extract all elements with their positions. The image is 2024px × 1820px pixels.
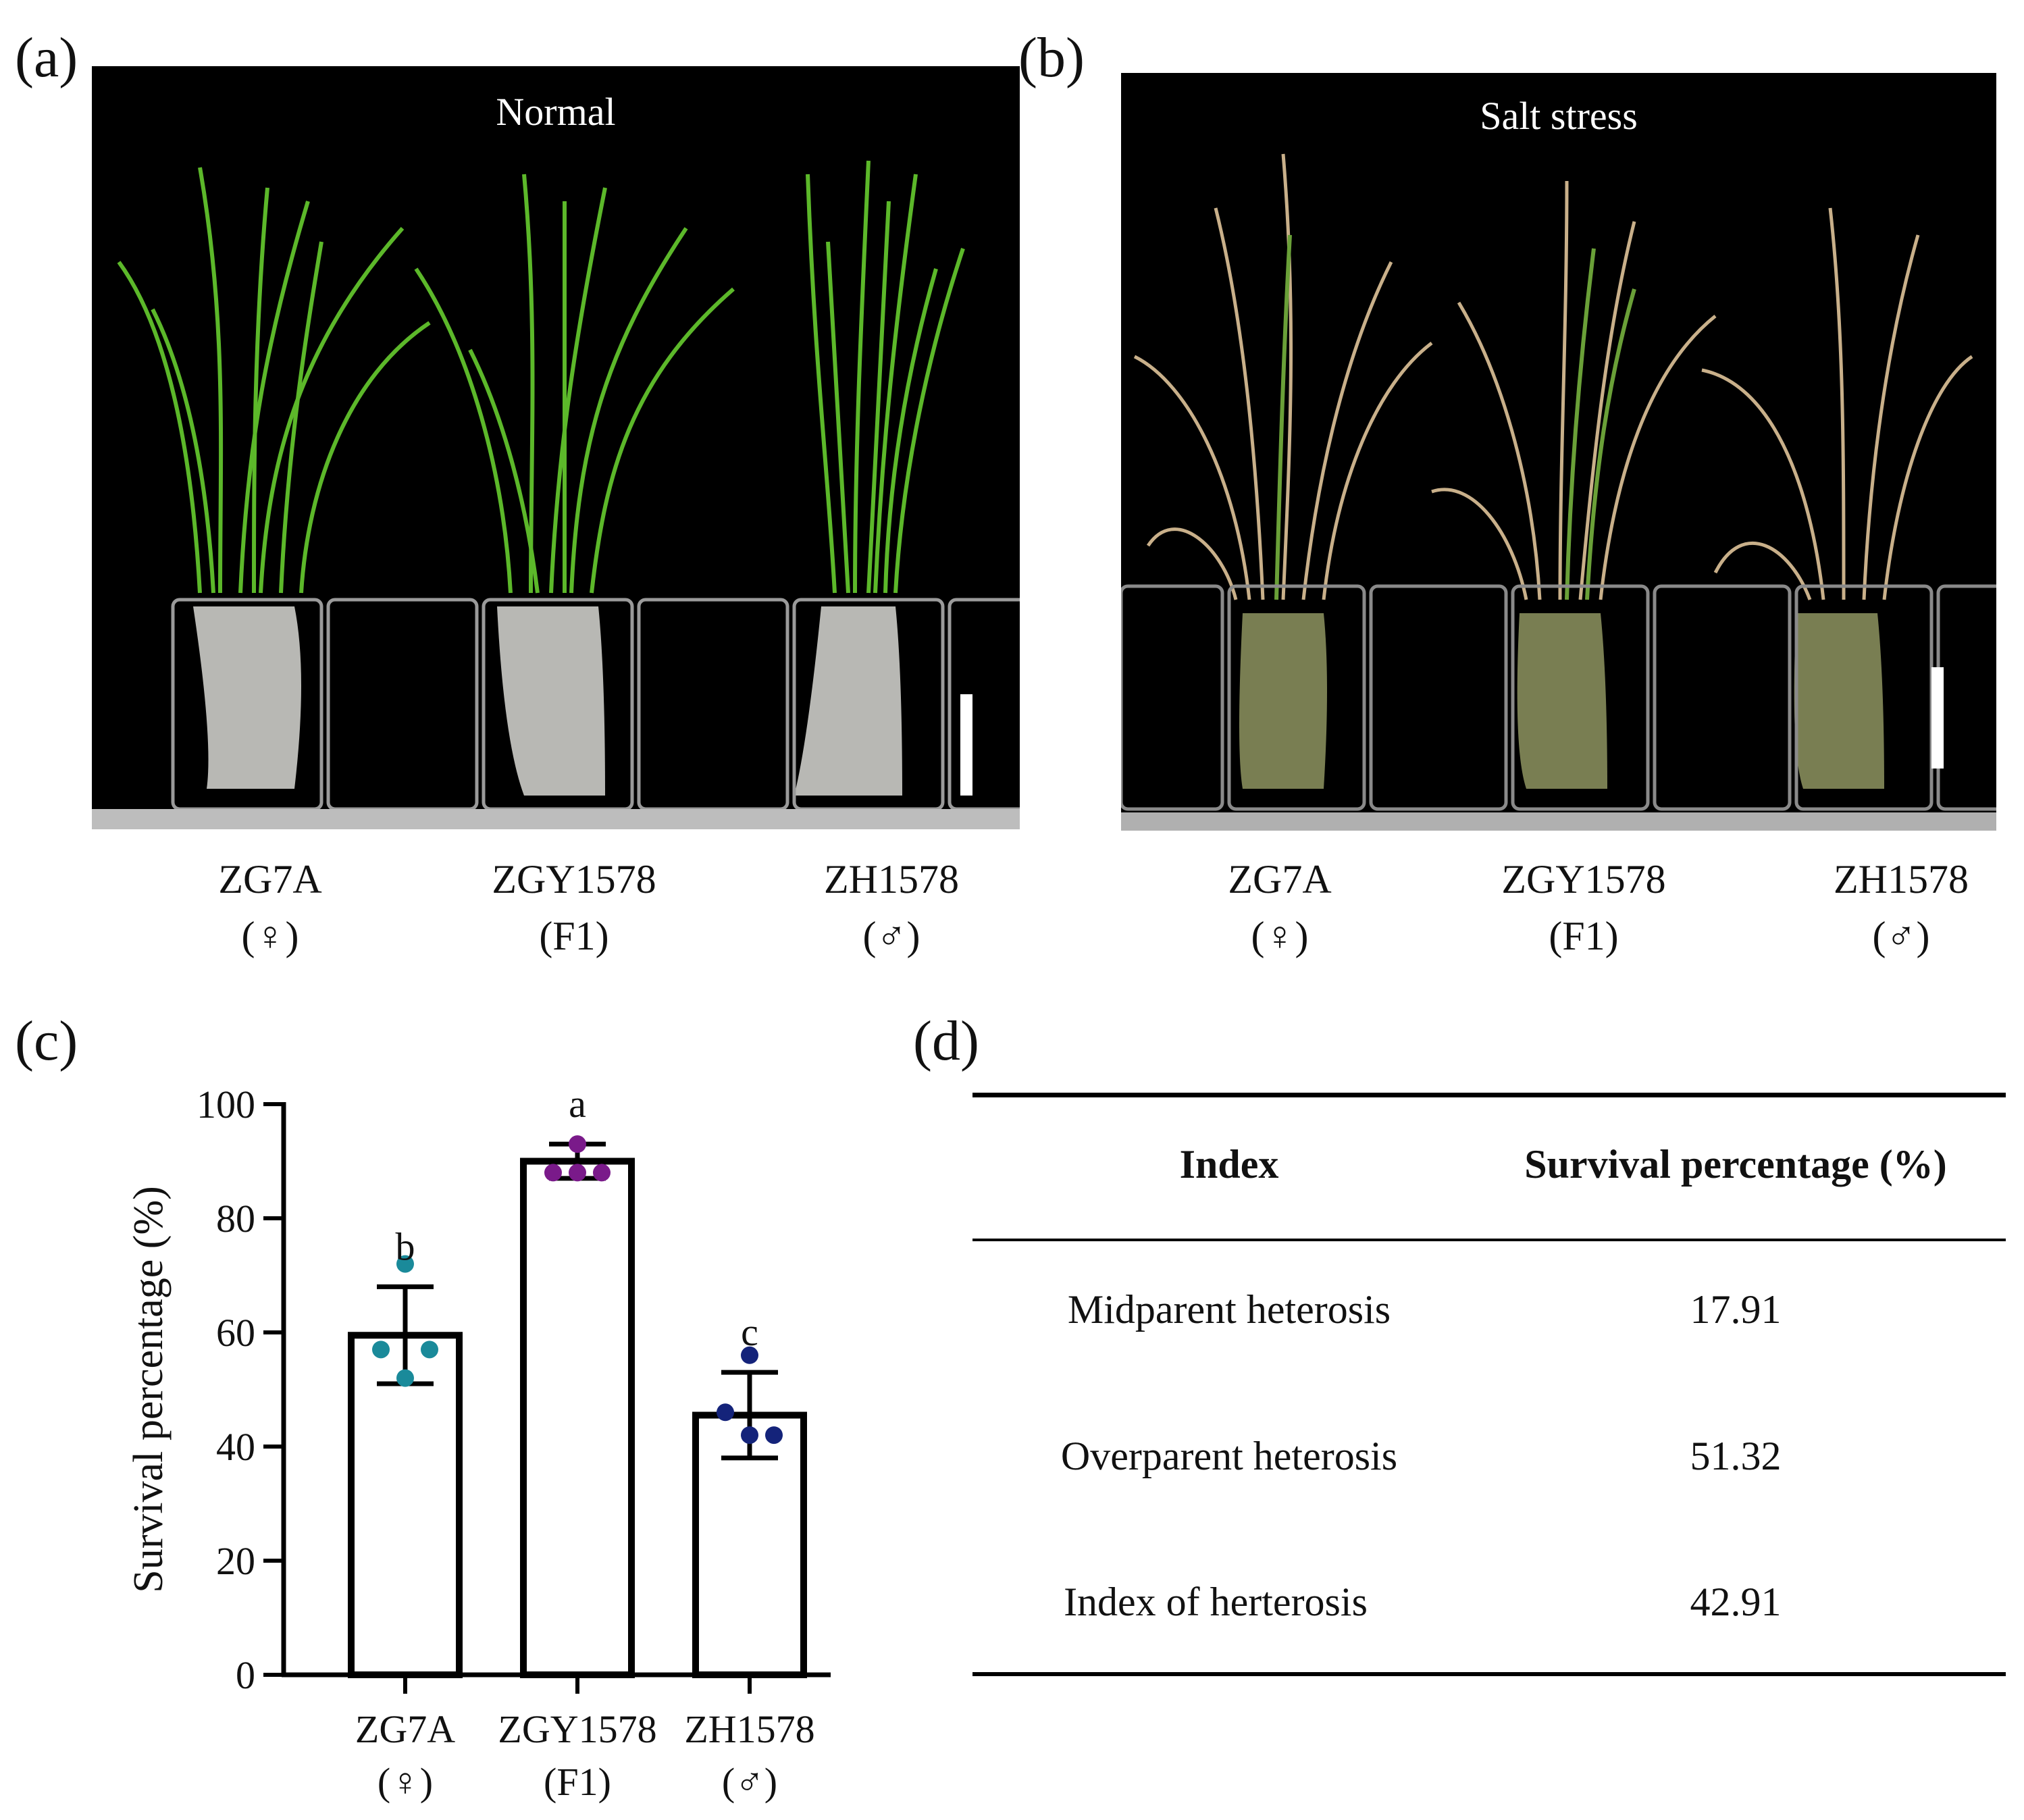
genotype-label-b-1: ZG7A (♀)	[1138, 851, 1422, 964]
salt-stress-photo-illustration	[1121, 153, 1996, 831]
genotype-sub: (♀)	[1251, 914, 1309, 958]
data-point-ZGY1578	[569, 1164, 586, 1182]
survival-bar-chart: 0 20 40 60 80 100 Survival percentage (%) b ZG7A…	[126, 1082, 831, 1804]
genotype-label-b-2: ZGY1578 (F1)	[1442, 851, 1725, 964]
genotype-name: ZGY1578	[492, 857, 656, 902]
x-tick-label-ZH1578: ZH1578	[684, 1707, 814, 1751]
y-tick-label: 40	[216, 1425, 255, 1469]
genotype-sub: (F1)	[1549, 914, 1619, 958]
panel-label-d: (d)	[913, 1010, 979, 1072]
genotype-sub: (F1)	[539, 914, 609, 958]
y-tick-label: 80	[216, 1197, 255, 1241]
data-point-ZH1578	[741, 1346, 758, 1364]
significance-label-ZGY1578: a	[569, 1082, 586, 1126]
data-point-ZG7A	[372, 1341, 390, 1359]
table-row-3-index: Index of herterosis	[1064, 1580, 1368, 1624]
panel-label-b: (b)	[1018, 26, 1085, 89]
genotype-label-a-1: ZG7A (♀)	[128, 851, 412, 964]
photo-salt-stress-title: Salt stress	[1480, 94, 1638, 138]
table-top-rule	[972, 1093, 2006, 1097]
x-tick-label-ZG7A: ZG7A	[355, 1707, 455, 1751]
y-tick-label: 0	[236, 1653, 255, 1697]
genotype-name: ZH1578	[824, 857, 959, 902]
data-point-ZGY1578	[569, 1135, 586, 1153]
data-point-ZH1578	[717, 1403, 734, 1422]
genotype-label-a-2: ZGY1578 (F1)	[432, 851, 716, 964]
table-row-2-value: 51.32	[1690, 1434, 1782, 1478]
genotype-label-b-3: ZH1578 (♂)	[1759, 851, 2024, 964]
photo-normal: Normal	[92, 66, 1020, 829]
data-point-ZH1578	[765, 1426, 783, 1445]
y-tick-label: 60	[216, 1311, 255, 1355]
table-row-2-index: Overparent heterosis	[1060, 1434, 1398, 1478]
data-point-ZG7A	[396, 1369, 414, 1387]
genotype-name: ZGY1578	[1501, 857, 1666, 902]
y-tick-label: 100	[197, 1083, 255, 1126]
x-tick-sublabel-ZG7A: (♀)	[378, 1760, 433, 1804]
x-tick-label-ZGY1578: ZGY1578	[498, 1707, 656, 1751]
genotype-name: ZH1578	[1834, 857, 1969, 902]
data-point-ZG7A	[396, 1255, 414, 1273]
table-row-3-value: 42.91	[1690, 1580, 1782, 1624]
genotype-name: ZG7A	[218, 857, 322, 902]
table-header-index: Index	[1179, 1142, 1279, 1187]
genotype-sub: (♀)	[241, 914, 299, 958]
photo-salt-stress: Salt stress	[1121, 73, 1996, 831]
genotype-label-a-3: ZH1578 (♂)	[750, 851, 1033, 964]
normal-photo-illustration	[92, 160, 1020, 829]
table-header-survival: Survival percentage (%)	[1524, 1142, 1947, 1187]
table-row-1-index: Midparent heterosis	[1067, 1287, 1391, 1332]
scale-bar	[960, 694, 972, 796]
data-point-ZH1578	[741, 1426, 758, 1445]
photo-normal-title: Normal	[496, 90, 616, 134]
data-point-ZG7A	[421, 1341, 438, 1359]
genotype-sub: (♂)	[862, 914, 920, 958]
data-point-ZGY1578	[593, 1164, 611, 1182]
significance-label-ZG7A: b	[396, 1224, 415, 1268]
significance-label-ZH1578: c	[741, 1310, 758, 1354]
data-point-ZGY1578	[544, 1164, 562, 1182]
genotype-sub: (♂)	[1872, 914, 1930, 958]
x-tick-sublabel-ZH1578: (♂)	[722, 1760, 777, 1804]
table-header-rule	[972, 1239, 2006, 1241]
table-row-1-value: 17.91	[1690, 1287, 1782, 1332]
genotype-name: ZG7A	[1228, 857, 1332, 902]
y-tick-label: 20	[216, 1539, 255, 1583]
panel-label-a: (a)	[15, 26, 78, 89]
table-bottom-rule	[972, 1672, 2006, 1676]
x-tick-sublabel-ZGY1578: (F1)	[544, 1760, 611, 1804]
panel-label-c: (c)	[15, 1010, 78, 1072]
y-axis-title: Survival percentage (%)	[126, 1186, 172, 1593]
bar-ZGY1578	[520, 1158, 635, 1678]
scale-bar	[1931, 667, 1944, 769]
